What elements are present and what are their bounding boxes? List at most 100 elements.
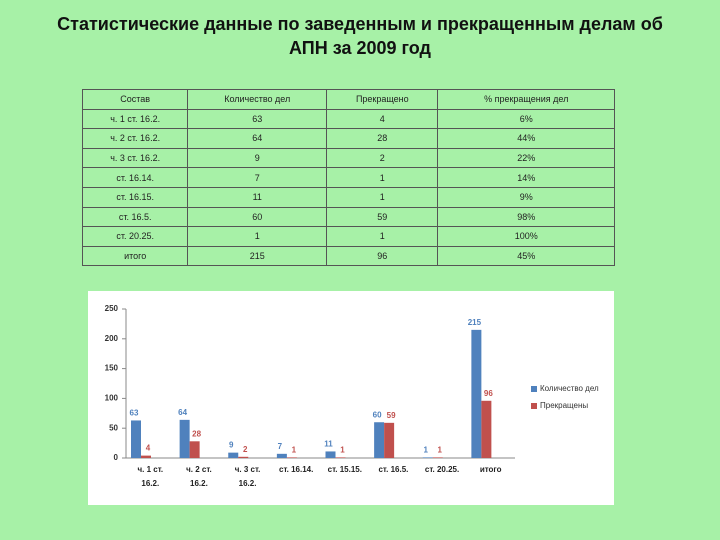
table-cell: 1 — [187, 226, 328, 247]
data-label: 28 — [192, 429, 201, 438]
table-cell: 96 — [326, 245, 439, 267]
table-cell: 1 — [326, 167, 439, 188]
table-cell: 63 — [187, 108, 328, 130]
legend-label: Прекращены — [540, 401, 588, 410]
table-cell: ч. 1 ст. 16.2. — [81, 108, 189, 130]
table-cell: 6% — [437, 108, 615, 130]
y-tick-label: 200 — [105, 334, 119, 343]
x-tick-label: ч. 1 ст. 16.2. — [137, 465, 164, 488]
data-label: 11 — [324, 440, 333, 449]
bar — [276, 453, 287, 458]
data-label: 1 — [292, 446, 297, 455]
x-tick-label: ст. 15.15. — [327, 465, 362, 474]
legend-swatch — [531, 403, 537, 409]
bar — [131, 420, 141, 458]
table-cell: ч. 3 ст. 16.2. — [81, 147, 189, 169]
table-cell: 9 — [187, 147, 328, 169]
data-label: 63 — [130, 409, 139, 418]
y-tick-label: 50 — [109, 423, 118, 432]
table-cell: 2 — [326, 147, 439, 169]
bar — [179, 419, 190, 458]
y-tick-label: 0 — [114, 453, 119, 462]
x-tick-label: ч. 3 ст. 16.2. — [234, 465, 261, 488]
table-row: ст. 20.25. 1 1 100% — [81, 226, 615, 247]
header-cell: % прекращения дел — [437, 89, 615, 110]
bar — [471, 329, 482, 458]
table-cell: 45% — [437, 245, 615, 267]
table-row: ч. 1 ст. 16.2. 63 4 6% — [81, 108, 615, 130]
table-cell: 9% — [437, 186, 615, 208]
table-cell: ч. 2 ст. 16.2. — [81, 128, 189, 149]
table-cell: 59 — [326, 206, 439, 228]
table-cell: 11 — [187, 186, 328, 208]
data-label: 7 — [278, 442, 283, 451]
data-label: 1 — [438, 446, 443, 455]
table-row: ст. 16.5. 60 59 98% — [81, 206, 615, 228]
table-cell: 1 — [326, 186, 439, 208]
data-table: Состав Количество дел Прекращено% прекраще… — [81, 89, 615, 267]
data-label: 96 — [484, 389, 493, 398]
table-cell: 22% — [437, 147, 615, 169]
table-cell: ст. 16.15. — [81, 186, 189, 208]
y-tick-label: 250 — [105, 304, 119, 313]
bar — [228, 452, 239, 458]
data-label: 60 — [373, 410, 382, 419]
table-cell: ст. 16.14. — [81, 167, 189, 188]
table-cell: ст. 20.25. — [81, 226, 189, 247]
table-cell: 7 — [187, 167, 328, 188]
data-label: 9 — [229, 441, 234, 450]
header-cell: Количество дел — [187, 89, 328, 110]
data-label: 4 — [146, 444, 151, 453]
table-cell: 98% — [437, 206, 615, 228]
header-cell: Состав — [81, 89, 189, 110]
bar — [325, 451, 336, 458]
bar — [286, 457, 297, 458]
data-label: 1 — [340, 446, 345, 455]
bar — [374, 422, 385, 458]
table-cell: 1 — [326, 226, 439, 247]
legend-swatch — [531, 386, 537, 392]
x-tick-label: ч. 2 ст. 16.2. — [186, 465, 212, 488]
table-cell: 44% — [437, 128, 615, 149]
header-row: Состав Количество дел Прекращено% прекраще… — [81, 89, 615, 110]
y-tick-label: 150 — [105, 364, 119, 373]
data-label: 1 — [424, 446, 429, 455]
title: Статистические данные по заведенным и пр… — [57, 14, 663, 58]
x-tick-label: ст. 16.14. — [279, 465, 314, 474]
table-cell: 4 — [326, 108, 439, 130]
table-cell: 100% — [437, 226, 615, 247]
table-row: итого 215 96 45% — [81, 245, 615, 267]
x-tick-label: ст. 20.25. — [424, 465, 460, 474]
legend-label: Количество дел — [540, 384, 599, 393]
bar — [432, 457, 443, 458]
bar — [481, 400, 492, 458]
chart: 0 50 100 150 200 250 63 4 64 28 9 2 7 1 11 1 60 59 1 1 215 96… — [88, 291, 614, 505]
table-cell: 215 — [187, 245, 328, 267]
y-tick-label: 100 — [105, 394, 119, 403]
bar — [384, 422, 395, 458]
bar — [335, 457, 346, 458]
x-tick-label: ст. 16.5. — [378, 465, 409, 474]
bar — [238, 456, 249, 458]
table-cell: 28 — [326, 128, 439, 149]
table-cell: итого — [81, 245, 189, 267]
header-cell: Прекращено — [326, 89, 439, 110]
table-row: ст. 16.14. 7 1 14% — [81, 167, 615, 188]
data-label: 215 — [468, 318, 482, 327]
table-row: ч. 3 ст. 16.2. 9 2 22% — [81, 147, 615, 169]
data-label: 64 — [178, 408, 187, 417]
table-row: ст. 16.15. 11 1 9% — [81, 186, 615, 208]
bar — [422, 457, 433, 458]
table-cell: 64 — [187, 128, 328, 149]
data-label: 2 — [243, 445, 248, 454]
data-label: 59 — [387, 411, 396, 420]
table-row: ч. 2 ст. 16.2. 64 28 44% — [81, 128, 615, 149]
table-cell: ст. 16.5. — [81, 206, 189, 228]
bar — [141, 455, 151, 458]
table-cell: 14% — [437, 167, 615, 188]
x-tick-label: итого — [479, 465, 502, 474]
table-cell: 60 — [187, 206, 328, 228]
bar — [189, 441, 200, 458]
